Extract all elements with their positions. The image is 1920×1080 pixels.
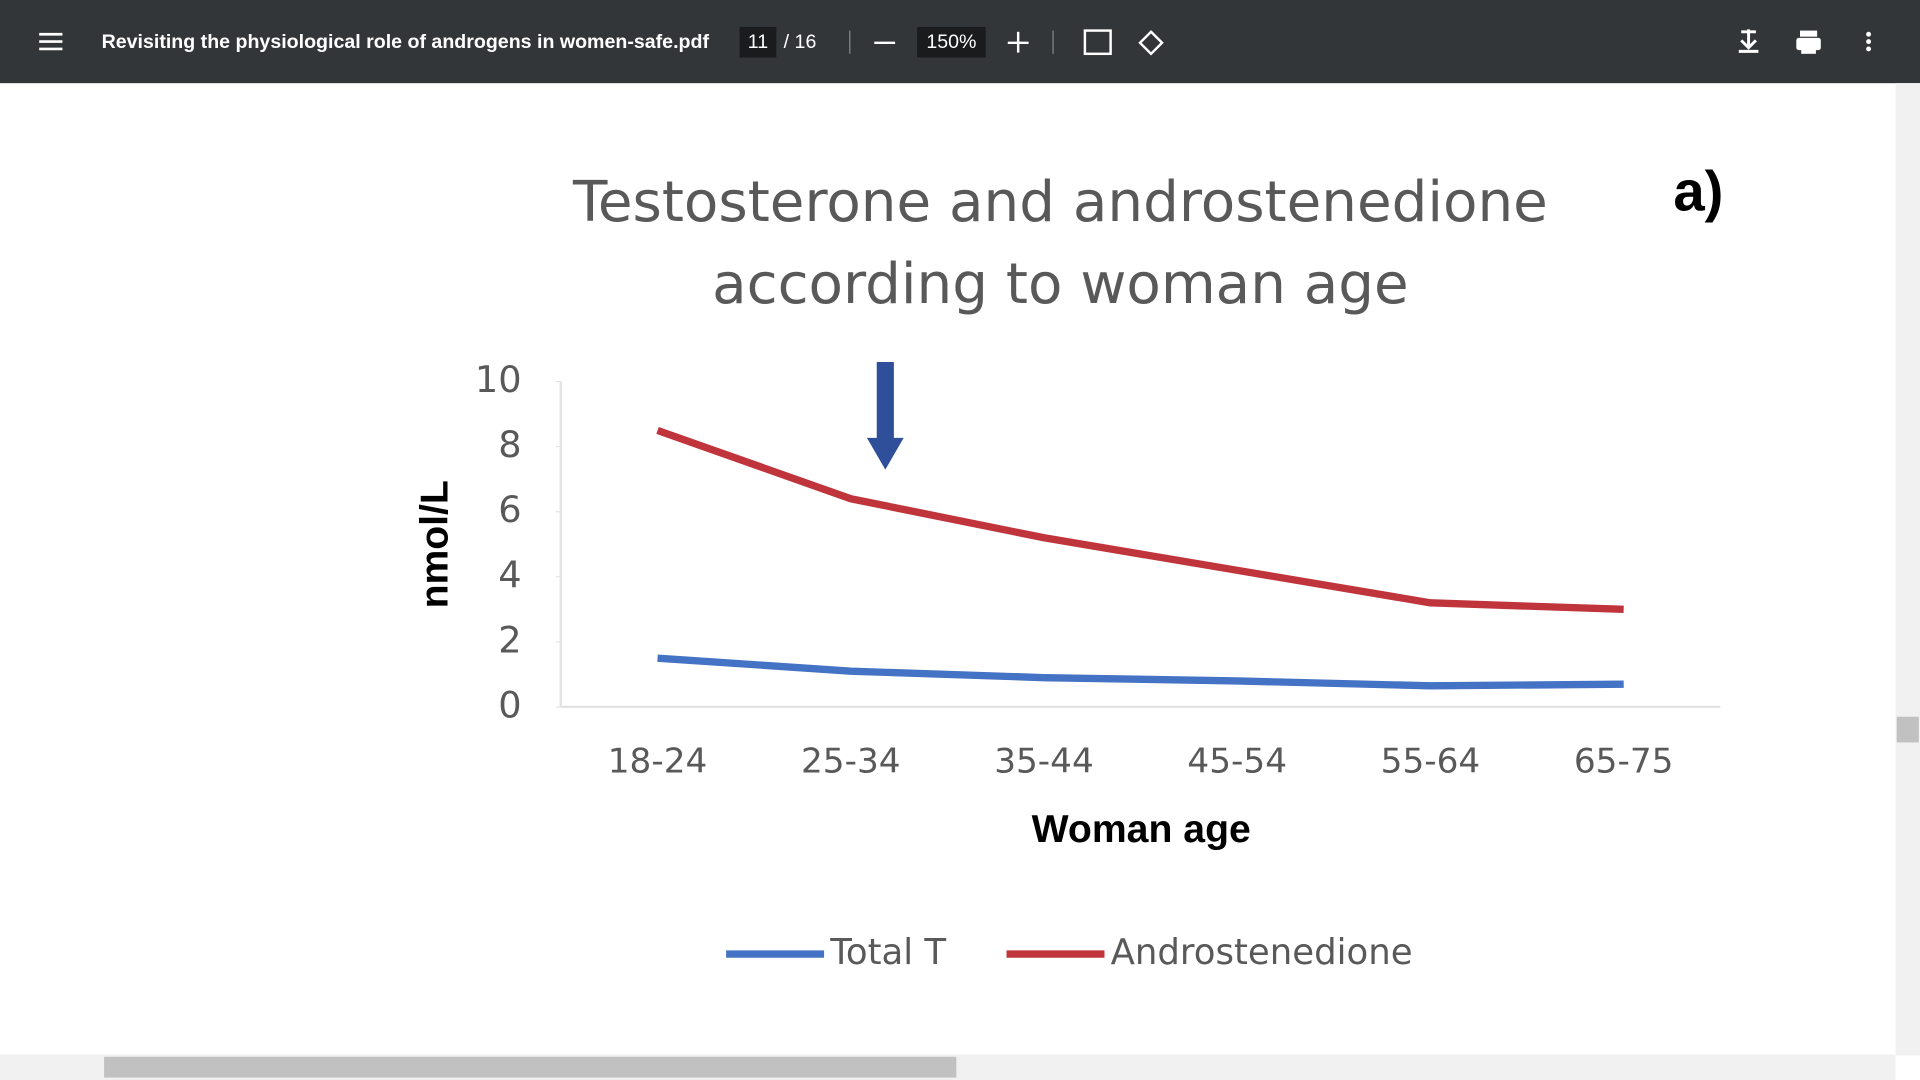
document-title: Revisiting the physiological role of and… bbox=[102, 31, 710, 53]
vertical-scrollbar[interactable] bbox=[1895, 83, 1920, 1056]
download-button[interactable] bbox=[1738, 29, 1759, 53]
zoom-level[interactable]: 150% bbox=[926, 31, 976, 53]
x-tick-label: 18-24 bbox=[608, 742, 708, 782]
legend-label: Androstenedione bbox=[1111, 932, 1413, 973]
legend-label: Total T bbox=[829, 932, 946, 973]
x-tick-label: 35-44 bbox=[994, 742, 1094, 782]
fit-button[interactable] bbox=[1083, 29, 1112, 56]
x-tick-label: 25-34 bbox=[801, 742, 901, 782]
data-line bbox=[657, 654, 1624, 690]
horizontal-scroll-thumb[interactable] bbox=[104, 1056, 957, 1078]
page-number[interactable]: 11 bbox=[748, 31, 768, 53]
arrow-annotation bbox=[866, 362, 904, 470]
rotate-button[interactable] bbox=[1138, 30, 1164, 56]
y-tick-label: 8 bbox=[498, 423, 521, 466]
page-count: / 16 bbox=[784, 31, 817, 53]
print-button[interactable] bbox=[1796, 30, 1821, 54]
vertical-scroll-thumb[interactable] bbox=[1896, 716, 1919, 743]
x-axis-title: Woman age bbox=[1032, 808, 1251, 851]
y-tick-label: 4 bbox=[498, 553, 521, 596]
chart: Testosterone and androstenedione accordi… bbox=[413, 160, 1723, 973]
y-tick-label: 10 bbox=[475, 358, 522, 401]
x-tick-label: 65-75 bbox=[1574, 742, 1674, 782]
page-input[interactable] bbox=[739, 26, 777, 58]
chart-title: according to woman age bbox=[712, 252, 1409, 317]
zoom-in[interactable] bbox=[1007, 31, 1029, 53]
y-tick-label: 2 bbox=[498, 618, 521, 661]
x-tick-label: 55-64 bbox=[1381, 742, 1481, 782]
y-tick-label: 6 bbox=[498, 488, 521, 531]
data-line bbox=[656, 426, 1624, 614]
more-button[interactable] bbox=[1866, 31, 1872, 52]
chart-title: Testosterone and androstenedione bbox=[572, 170, 1548, 235]
menu-button[interactable] bbox=[39, 32, 63, 51]
panel-label: a) bbox=[1673, 160, 1723, 223]
y-axis-title: nmol/L bbox=[413, 480, 456, 608]
y-tick-label: 0 bbox=[498, 683, 521, 726]
x-tick-label: 45-54 bbox=[1187, 742, 1287, 782]
zoom-input[interactable] bbox=[917, 26, 986, 58]
